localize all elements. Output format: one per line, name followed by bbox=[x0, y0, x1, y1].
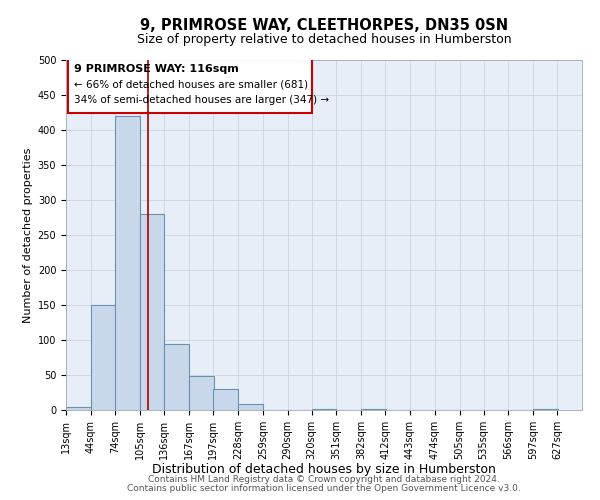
Bar bbox=[189, 376, 214, 410]
Text: Size of property relative to detached houses in Humberston: Size of property relative to detached ho… bbox=[137, 32, 511, 46]
Bar bbox=[115, 116, 140, 410]
Bar bbox=[164, 344, 189, 410]
Text: 34% of semi-detached houses are larger (347) →: 34% of semi-detached houses are larger (… bbox=[74, 95, 329, 105]
Bar bbox=[140, 214, 164, 410]
Bar bbox=[311, 408, 337, 410]
Bar bbox=[238, 404, 263, 410]
Text: Contains HM Land Registry data © Crown copyright and database right 2024.: Contains HM Land Registry data © Crown c… bbox=[148, 475, 500, 484]
Text: 9 PRIMROSE WAY: 116sqm: 9 PRIMROSE WAY: 116sqm bbox=[74, 64, 239, 74]
Text: 9, PRIMROSE WAY, CLEETHORPES, DN35 0SN: 9, PRIMROSE WAY, CLEETHORPES, DN35 0SN bbox=[140, 18, 508, 32]
X-axis label: Distribution of detached houses by size in Humberston: Distribution of detached houses by size … bbox=[152, 464, 496, 476]
Y-axis label: Number of detached properties: Number of detached properties bbox=[23, 148, 34, 322]
Bar bbox=[213, 389, 238, 410]
Text: ← 66% of detached houses are smaller (681): ← 66% of detached houses are smaller (68… bbox=[74, 80, 308, 90]
Text: Contains public sector information licensed under the Open Government Licence v3: Contains public sector information licen… bbox=[127, 484, 521, 493]
Bar bbox=[66, 406, 91, 410]
FancyBboxPatch shape bbox=[68, 58, 311, 113]
Bar bbox=[91, 305, 116, 410]
Bar bbox=[361, 408, 386, 410]
